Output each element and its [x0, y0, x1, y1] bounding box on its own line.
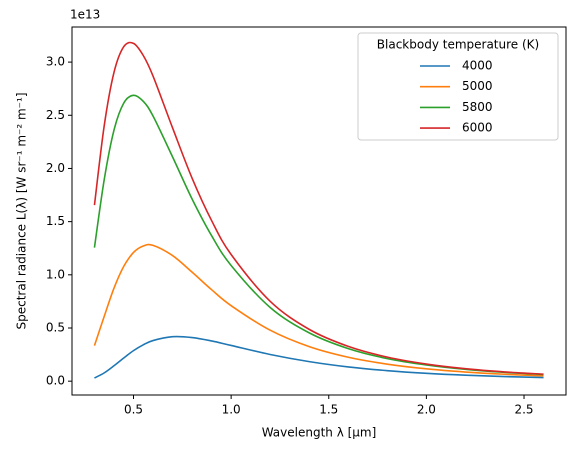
x-tick-label: 2.0: [417, 403, 436, 417]
series-line: [93, 243, 544, 377]
series-line: [94, 335, 544, 379]
axis-offset: 1e13: [70, 8, 100, 22]
y-tick-label: 2.5: [46, 108, 65, 122]
legend-label: 6000: [462, 121, 493, 135]
y-tick-label: 0.5: [46, 320, 65, 334]
legend-label: 4000: [462, 59, 493, 73]
x-tick-label: 1.5: [319, 403, 338, 417]
series-line: [93, 94, 544, 376]
y-tick-label: 0.0: [46, 374, 65, 388]
x-tick-label: 2.5: [514, 403, 533, 417]
y-tick-label: 2.0: [46, 161, 65, 175]
y-tick-label: 3.0: [46, 55, 65, 69]
legend-title: Blackbody temperature (K): [377, 38, 539, 52]
y-tick-label: 1.0: [46, 267, 65, 281]
x-tick-label: 0.5: [124, 403, 143, 417]
plot-frame: [71, 26, 567, 396]
series-line: [93, 41, 544, 375]
legend-label: 5800: [462, 100, 493, 114]
x-tick-label: 1.0: [222, 403, 241, 417]
legend-box: [357, 32, 559, 141]
y-axis-label: Spectral radiance L(λ) [W sr⁻¹ m⁻² m⁻¹]: [15, 93, 29, 330]
x-axis-label: Wavelength λ [µm]: [262, 426, 377, 440]
legend-label: 5000: [462, 79, 493, 93]
y-tick-label: 1.5: [46, 214, 65, 228]
